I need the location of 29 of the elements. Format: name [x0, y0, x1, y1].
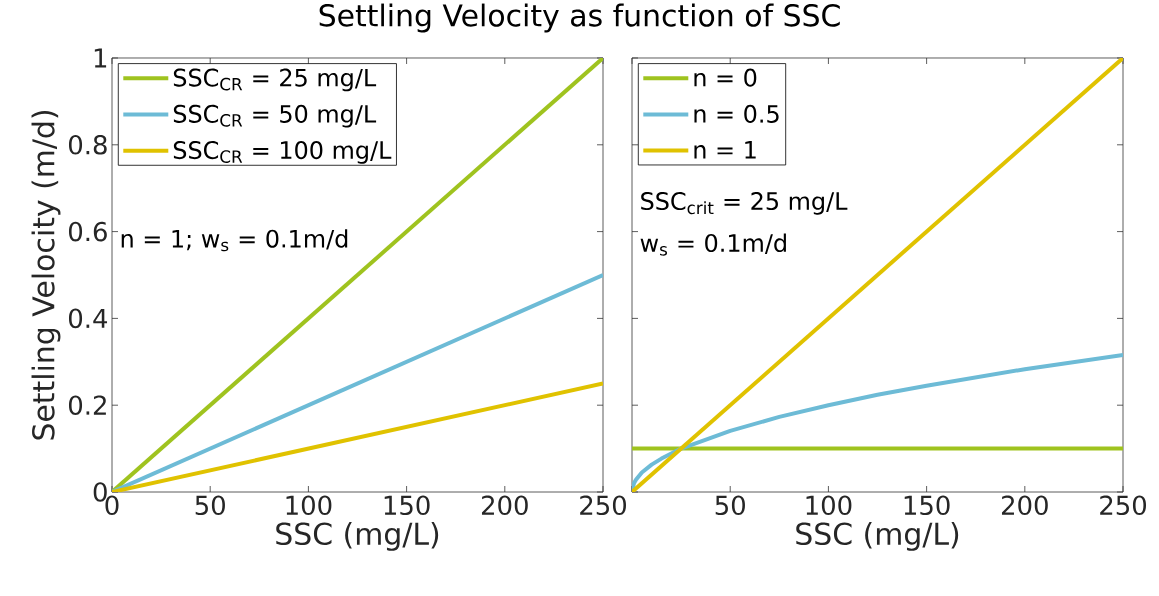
- x-tick-label: 150: [384, 495, 430, 516]
- y-tick-label: 1: [94, 48, 107, 68]
- annotation: w$_{s}$ = 0.1m/d: [640, 233, 786, 256]
- y-tick-label: 0.6: [68, 221, 107, 242]
- legend-label: SSC$_{CR}$ = 100 mg/L: [173, 141, 392, 164]
- x-tick-label: 250: [1100, 495, 1147, 516]
- x-tick-label: 250: [580, 495, 626, 516]
- x-axis-title: SSC (mg/L): [276, 521, 439, 551]
- legend-label: n = 0: [694, 68, 757, 87]
- x-tick-label: 50: [715, 495, 745, 516]
- y-tick-label: 0: [93, 482, 107, 502]
- y-axis-title: Settling Velocity (m/d): [31, 111, 61, 440]
- y-tick-label: 0.8: [68, 134, 107, 155]
- x-tick-label: 150: [904, 495, 950, 516]
- chart-title: Settling Velocity as function of SSC: [319, 3, 840, 33]
- x-tick-label: 200: [1001, 495, 1048, 516]
- x-axis-title: SSC (mg/L): [796, 521, 959, 551]
- x-tick-label: 200: [481, 495, 528, 516]
- legend-label: SSC$_{CR}$ = 25 mg/L: [173, 68, 377, 92]
- legend-label: SSC$_{CR}$ = 50 mg/L: [173, 104, 377, 128]
- legend-label: n = 1: [694, 141, 756, 159]
- annotation: SSC$_{crit}$ = 25 mg/L: [641, 192, 848, 215]
- x-tick-label: 100: [806, 495, 852, 516]
- x-tick-label: 100: [286, 495, 332, 516]
- annotation: n = 1; w$_{s}$ = 0.1m/d: [121, 229, 348, 252]
- y-tick-label: 0.2: [68, 395, 106, 415]
- legend-label: n = 0.5: [694, 104, 779, 123]
- y-tick-label: 0.4: [68, 308, 108, 329]
- x-tick-label: 50: [195, 495, 225, 516]
